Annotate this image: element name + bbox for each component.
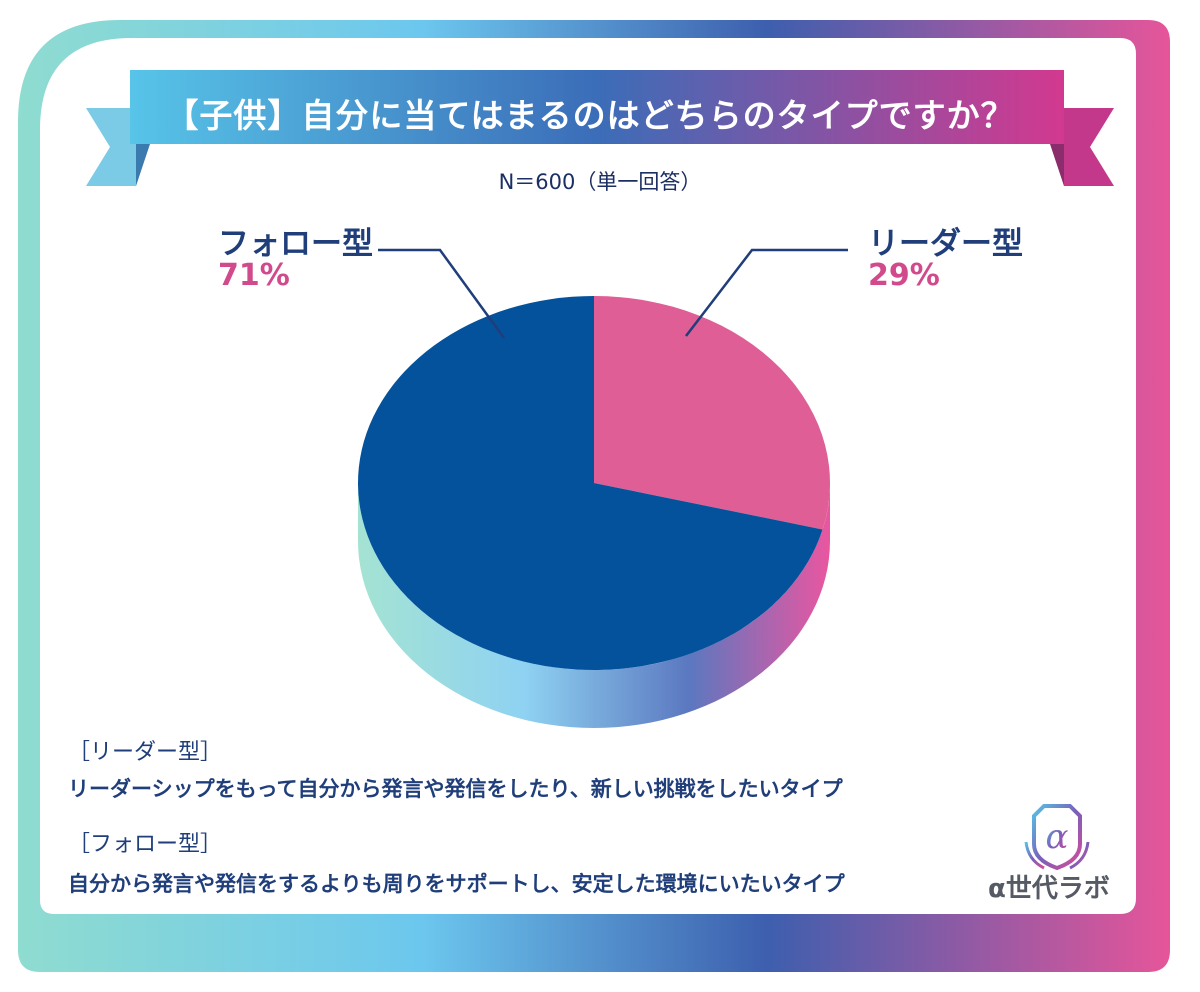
definition-heading-leader: ［リーダー型］: [68, 740, 223, 765]
slice-value-follower: 71%: [218, 258, 290, 293]
pie-side-wall: [358, 483, 830, 728]
definition-heading-follower: ［フォロー型］: [68, 832, 223, 857]
leader-line-leader: [685, 248, 848, 337]
slice-value-leader: 29%: [868, 258, 940, 293]
slice-label-leader: リーダー型: [868, 226, 1023, 262]
logo-text: α世代ラボ: [988, 874, 1110, 904]
definition-text-follower: 自分から発言や発信をするよりも周りをサポートし、安定した環境にいたいタイプ: [68, 872, 845, 896]
logo-alpha-glyph: α: [1046, 817, 1069, 857]
pie-slice-follower: [358, 296, 823, 670]
shield-alpha-icon: α: [1024, 804, 1090, 871]
pie-slice-leader: [594, 296, 830, 530]
chart-title: 【子供】自分に当てはまるのはどちらのタイプですか？: [165, 96, 1015, 135]
slice-label-follower: フォロー型: [218, 226, 373, 262]
definition-text-leader: リーダーシップをもって自分から発言や発信をしたり、新しい挑戦をしたいタイプ: [68, 777, 843, 801]
leader-line-follower: [378, 248, 506, 339]
chart-subtitle: N＝600（単一回答）: [498, 170, 702, 194]
